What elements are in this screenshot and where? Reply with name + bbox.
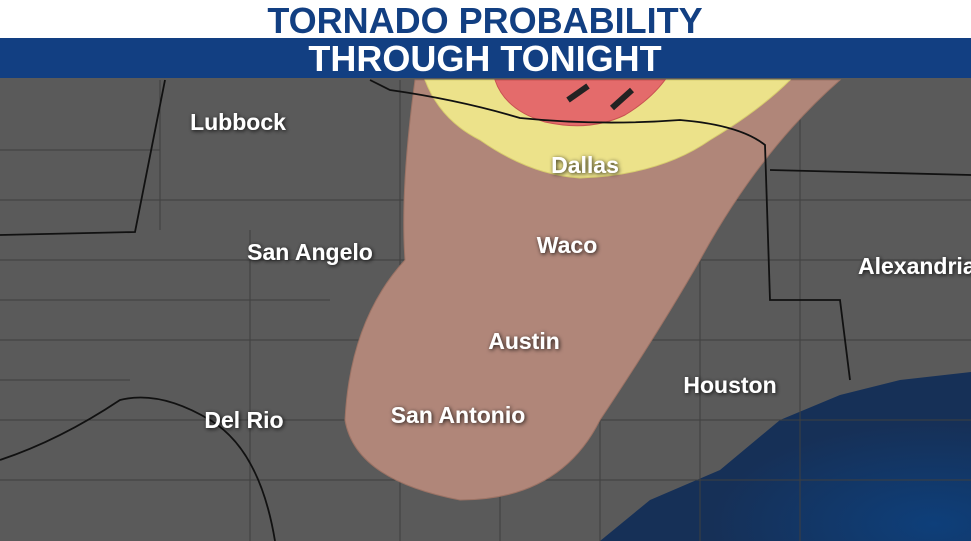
state-lines — [0, 79, 971, 541]
city-label: Waco — [537, 232, 598, 258]
city-label: San Angelo — [247, 239, 373, 265]
city-label: Alexandria — [858, 253, 971, 279]
city-label: Houston — [683, 372, 776, 398]
city-label: Lubbock — [190, 109, 286, 135]
subtitle-band — [0, 38, 971, 78]
city-label: Del Rio — [204, 407, 283, 433]
city-label: San Antonio — [391, 402, 526, 428]
city-label: Dallas — [551, 152, 619, 178]
subtitle: THROUGH TONIGHT — [308, 38, 661, 79]
hatch — [566, 83, 635, 111]
risk-enhanced — [494, 79, 667, 127]
title-band — [0, 0, 971, 38]
risk-marginal — [344, 79, 842, 501]
gulf-water — [600, 372, 971, 541]
title: TORNADO PROBABILITY — [267, 0, 702, 41]
city-label: Austin — [488, 328, 560, 354]
